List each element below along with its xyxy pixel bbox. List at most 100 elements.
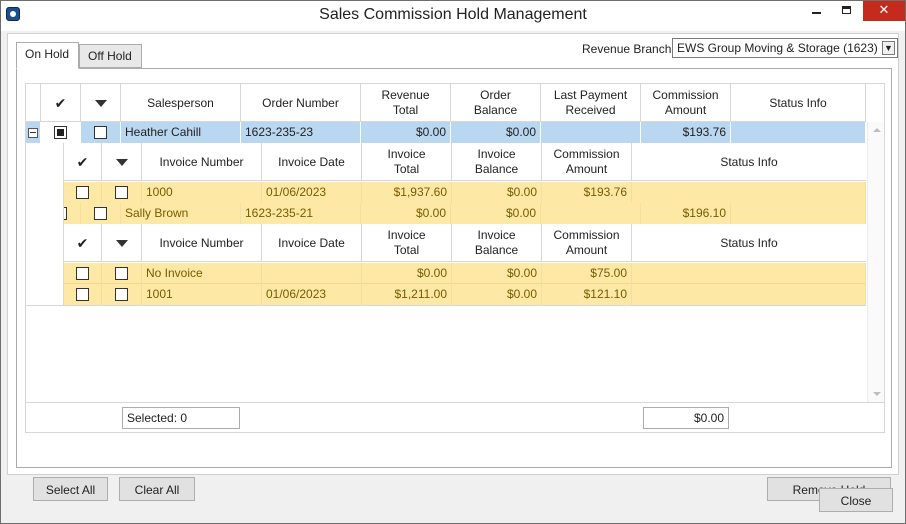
- last-payment-cell: [541, 122, 641, 143]
- row-check-cell[interactable]: [41, 122, 81, 143]
- invoice-date-cell: [262, 263, 362, 284]
- col-status-info[interactable]: Status Info: [731, 84, 866, 122]
- app-icon: [6, 7, 20, 21]
- invoice-checkbox[interactable]: [76, 288, 89, 302]
- last-payment-cell: [541, 203, 641, 224]
- sub-filter-header[interactable]: [102, 224, 142, 262]
- commission-cell: $196.10: [641, 203, 731, 224]
- col-commission-amount[interactable]: Commission Amount: [641, 84, 731, 122]
- content-area: On Hold Off Hold Revenue Branch: EWS Gro…: [7, 33, 899, 501]
- sub-col-invoice-number[interactable]: Invoice Number: [142, 224, 262, 262]
- selected-count: Selected: 0: [122, 407, 240, 429]
- title-bar: Sales Commission Hold Management ✕: [1, 1, 905, 31]
- sub-col-commission-amount[interactable]: Commission Amount: [542, 224, 632, 262]
- invoice-checkbox[interactable]: [76, 186, 89, 200]
- maximize-icon: [841, 6, 851, 14]
- invoice-select-cell[interactable]: [102, 182, 142, 203]
- chevron-down-icon[interactable]: ▼: [882, 41, 895, 55]
- minimize-icon: [811, 12, 821, 14]
- grid-divider: [26, 305, 866, 306]
- invoice-select-checkbox[interactable]: [115, 267, 128, 281]
- col-order-number[interactable]: Order Number: [241, 84, 361, 122]
- triangle-down-icon: [94, 99, 107, 107]
- invoice-commission-cell: $121.10: [542, 284, 632, 305]
- invoice-total-cell: $1,211.00: [362, 284, 452, 305]
- invoice-check-cell[interactable]: [64, 284, 102, 305]
- close-button[interactable]: Close: [819, 488, 893, 512]
- order-balance-cell: $0.00: [451, 122, 541, 143]
- col-order-balance[interactable]: Order Balance: [451, 84, 541, 122]
- invoice-select-cell[interactable]: [102, 263, 142, 284]
- col-last-payment[interactable]: Last Payment Received: [541, 84, 641, 122]
- row-select-cell[interactable]: [81, 122, 121, 143]
- table-row[interactable]: 1001 01/06/2023 $1,211.00 $0.00 $121.10: [64, 284, 866, 305]
- sub-col-status-info[interactable]: Status Info: [720, 235, 778, 250]
- sub-col-invoice-date[interactable]: Invoice Date: [262, 143, 362, 181]
- scroll-down-icon[interactable]: [873, 392, 881, 396]
- tab-on-hold[interactable]: On Hold: [16, 42, 79, 69]
- tree-gutter: [26, 143, 64, 305]
- order-number-cell: 1623-235-21: [241, 203, 361, 224]
- table-row[interactable]: No Invoice $0.00 $0.00 $75.00: [64, 263, 866, 284]
- invoice-select-checkbox[interactable]: [115, 288, 128, 302]
- sub-col-commission-amount[interactable]: Commission Amount: [542, 143, 632, 181]
- invoice-check-cell[interactable]: [64, 182, 102, 203]
- sub-col-invoice-date[interactable]: Invoice Date: [262, 224, 362, 262]
- maximize-button[interactable]: [831, 1, 861, 21]
- invoice-balance-cell: $0.00: [452, 284, 542, 305]
- invoice-select-checkbox[interactable]: [115, 186, 128, 200]
- sub-col-invoice-balance[interactable]: Invoice Balance: [452, 224, 542, 262]
- invoice-checkbox[interactable]: [76, 267, 89, 281]
- window-close-button[interactable]: ✕: [863, 1, 905, 21]
- filter-header[interactable]: [81, 84, 121, 122]
- row-select-checkbox[interactable]: [94, 126, 107, 140]
- grid-footer: Selected: 0 $0.00: [26, 402, 884, 432]
- close-icon: ✕: [878, 2, 890, 17]
- branch-dropdown[interactable]: EWS Group Moving & Storage (1623) ▼: [672, 38, 898, 58]
- col-revenue-total[interactable]: Revenue Total: [361, 84, 451, 122]
- invoice-date-cell: 01/06/2023: [262, 284, 362, 305]
- invoice-number-cell: 1001: [142, 284, 262, 305]
- salesperson-cell: Heather Cahill: [121, 122, 241, 143]
- invoice-number-cell: No Invoice: [142, 263, 262, 284]
- sub-filter-header[interactable]: [102, 143, 142, 181]
- branch-value: EWS Group Moving & Storage (1623): [677, 41, 878, 55]
- table-row[interactable]: Heather Cahill 1623-235-23 $0.00 $0.00 $…: [26, 122, 866, 143]
- commission-cell: $193.76: [641, 122, 731, 143]
- sub-col-invoice-total[interactable]: Invoice Total: [362, 224, 452, 262]
- sub-col-invoice-total[interactable]: Invoice Total: [362, 143, 452, 181]
- sub-col-invoice-balance[interactable]: Invoice Balance: [452, 143, 542, 181]
- expander-cell[interactable]: [26, 122, 41, 143]
- collapse-icon[interactable]: [28, 127, 38, 138]
- invoice-select-cell[interactable]: [102, 284, 142, 305]
- invoice-total-cell: $1,937.60: [362, 182, 452, 203]
- invoice-total-cell: $0.00: [362, 263, 452, 284]
- row-select-cell[interactable]: [81, 203, 121, 224]
- sub-check-header[interactable]: ✔: [64, 224, 102, 262]
- minimize-button[interactable]: [801, 1, 831, 21]
- invoice-status-cell: [632, 284, 866, 305]
- table-row[interactable]: Sally Brown 1623-235-21 $0.00 $0.00 $196…: [26, 203, 866, 224]
- select-all-check-header[interactable]: ✔: [41, 84, 81, 122]
- checkmark-icon: ✔: [54, 94, 67, 111]
- invoice-commission-cell: $75.00: [542, 263, 632, 284]
- table-row[interactable]: 1000 01/06/2023 $1,937.60 $0.00 $193.76: [64, 182, 866, 203]
- revenue-total-cell: $0.00: [361, 203, 451, 224]
- invoice-check-cell[interactable]: [64, 263, 102, 284]
- clear-all-button[interactable]: Clear All: [119, 477, 195, 501]
- order-balance-cell: $0.00: [451, 203, 541, 224]
- sub-col-status-info[interactable]: Status Info: [720, 154, 778, 169]
- vertical-scrollbar[interactable]: [867, 122, 884, 402]
- sub-check-header[interactable]: ✔: [64, 143, 102, 181]
- sub-col-invoice-number[interactable]: Invoice Number: [142, 143, 262, 181]
- triangle-down-icon: [115, 158, 128, 166]
- select-all-button[interactable]: Select All: [33, 477, 108, 501]
- scroll-up-icon[interactable]: [873, 128, 881, 132]
- salesperson-cell: Sally Brown: [121, 203, 241, 224]
- row-checkbox[interactable]: [54, 126, 67, 140]
- tab-off-hold[interactable]: Off Hold: [79, 44, 142, 68]
- invoice-number-cell: 1000: [142, 182, 262, 203]
- row-select-checkbox[interactable]: [94, 207, 107, 221]
- col-salesperson[interactable]: Salesperson: [121, 84, 241, 122]
